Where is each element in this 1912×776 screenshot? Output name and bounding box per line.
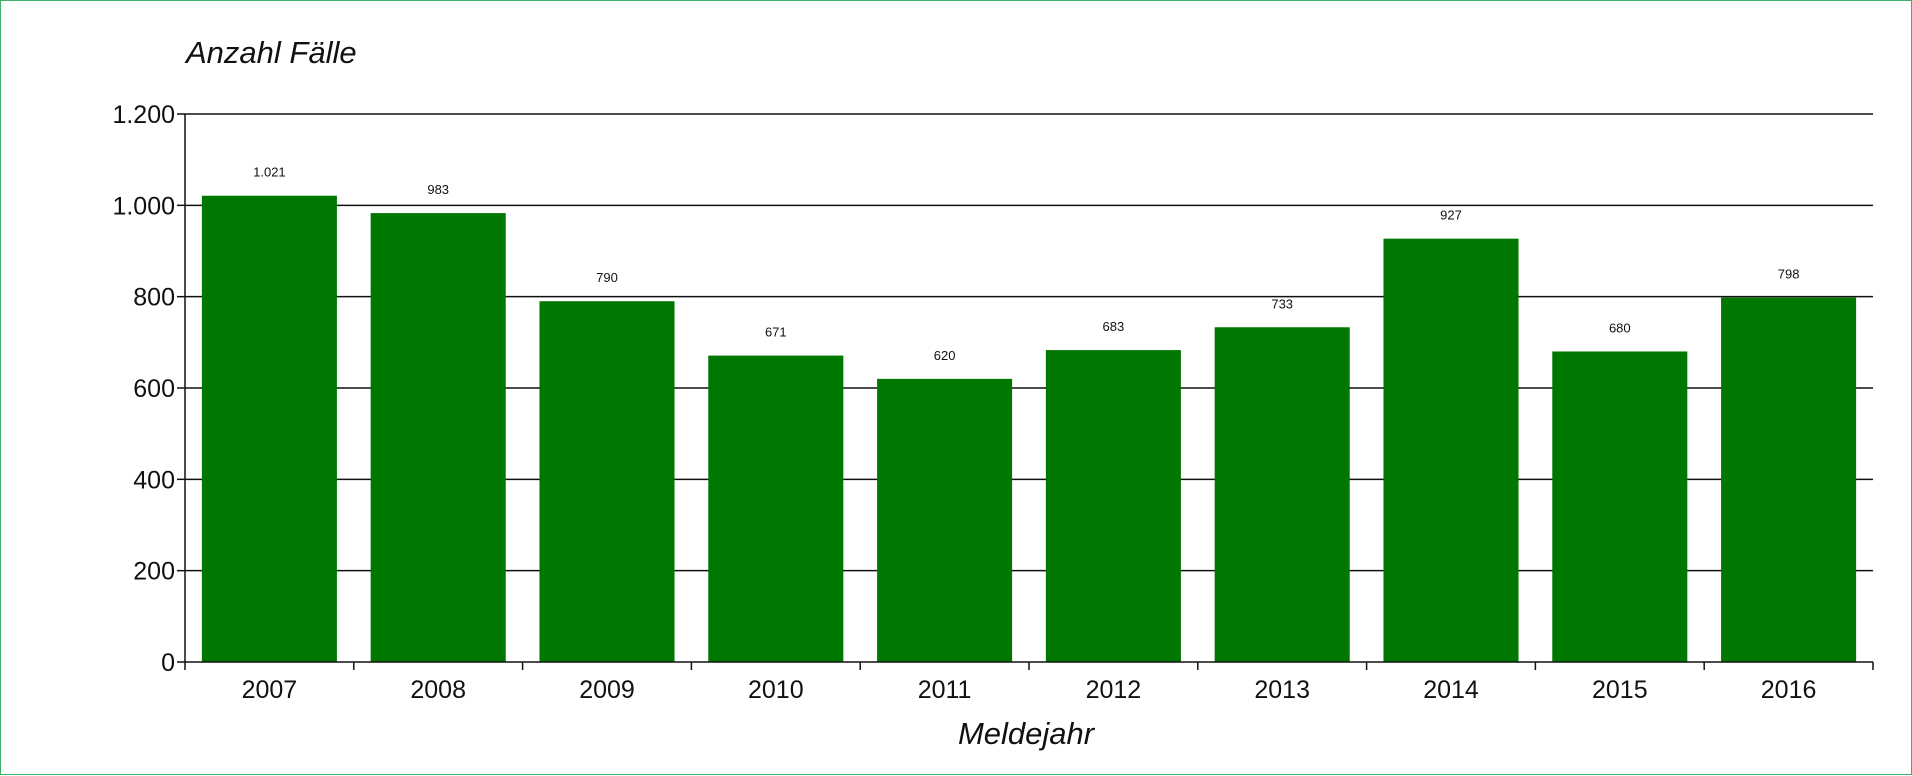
x-tick-label: 2014 (1423, 676, 1479, 704)
y-axis-label: Anzahl Fälle (184, 35, 357, 70)
bars (201, 195, 1857, 663)
bar-2012 (1045, 350, 1181, 662)
data-label-2007: 1.021 (253, 165, 286, 180)
x-tick-label: 2010 (748, 676, 804, 704)
bar-2008 (370, 213, 506, 662)
bar-2009 (539, 301, 675, 662)
x-tick-label: 2015 (1592, 676, 1648, 704)
data-labels: 1.021 983 790 671 620 683 733 927 680 798 (253, 165, 1799, 363)
data-label-2013: 733 (1271, 296, 1293, 311)
bar-2013 (1214, 327, 1350, 662)
data-label-2015: 680 (1609, 320, 1631, 335)
x-tick-labels: 2007 2008 2009 2010 2011 2012 2013 2014 2015 2016 (184, 662, 1874, 704)
x-tick-label: 2016 (1761, 676, 1817, 704)
y-tick-label: 400 (133, 466, 175, 494)
data-label-2011: 620 (934, 348, 956, 363)
x-tick-label: 2012 (1086, 676, 1142, 704)
bar-2014 (1383, 238, 1519, 663)
bar-2016 (1721, 297, 1857, 662)
data-label-2012: 683 (1103, 319, 1125, 334)
y-tick-label: 800 (133, 284, 175, 312)
x-tick-label: 2009 (579, 676, 635, 704)
y-tick-labels: 0 200 400 600 800 1.000 1.200 (112, 101, 175, 677)
x-tick-label: 2011 (918, 676, 972, 704)
x-tick-label: 2008 (410, 676, 466, 704)
bar-2007 (201, 195, 337, 662)
bar-2015 (1552, 351, 1688, 662)
y-tick-label: 200 (133, 558, 175, 586)
data-label-2010: 671 (765, 325, 787, 340)
x-tick-label: 2007 (242, 676, 298, 704)
data-label-2009: 790 (596, 270, 618, 285)
bar-2010 (708, 355, 844, 662)
bar-2011 (877, 378, 1013, 662)
y-tick-label: 1.000 (112, 192, 175, 220)
x-tick-label: 2013 (1254, 676, 1310, 704)
data-label-2014: 927 (1440, 208, 1462, 223)
x-axis-label: Meldejahr (958, 716, 1096, 751)
y-tick-label: 600 (133, 375, 175, 403)
y-tick-label: 0 (161, 649, 175, 677)
y-tick-label: 1.200 (112, 101, 175, 129)
data-label-2016: 798 (1778, 267, 1800, 282)
data-label-2008: 983 (427, 182, 449, 197)
